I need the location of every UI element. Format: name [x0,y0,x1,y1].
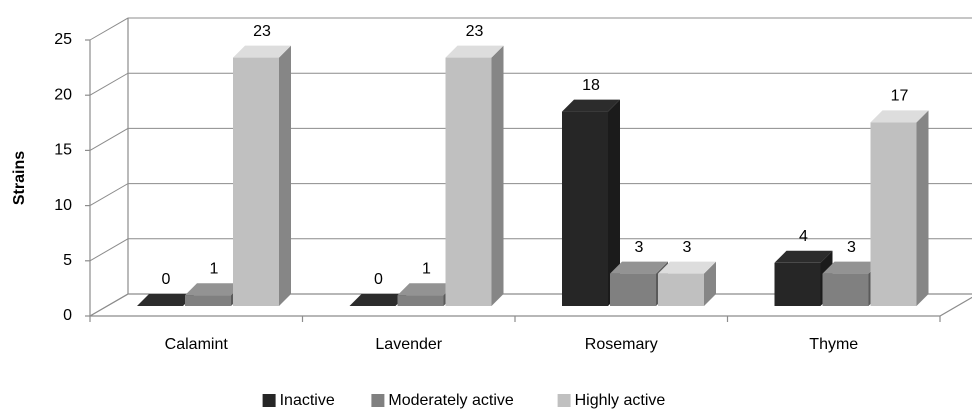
bar-front [822,273,869,306]
data-label: 1 [422,260,431,277]
data-label: 23 [253,23,271,40]
bar-side [491,45,504,306]
bar-side [916,110,929,307]
bar-top [185,283,243,296]
data-label: 3 [635,239,644,256]
y-tick-label: 20 [54,86,72,103]
bar-front [658,273,704,306]
bar-top [610,261,668,274]
bar [562,99,620,306]
bar-top [349,294,408,306]
grid-line [89,72,972,96]
bar-front [445,57,492,306]
bar-side [608,99,620,306]
y-tick-label: 10 [54,197,72,214]
data-label: 1 [210,260,219,277]
x-tick-label: Calamint [165,336,229,353]
bar [137,294,195,306]
x-tick-label: Rosemary [585,336,658,353]
bar-front [774,262,821,306]
data-label: 18 [582,77,600,94]
bar-front [870,122,917,307]
data-label: 0 [162,271,171,288]
data-label: 0 [374,271,383,288]
y-tick-label: 5 [63,252,72,269]
legend-label: Inactive [280,392,335,409]
bar-top [870,110,929,123]
bar-top [822,261,881,274]
bar-side [279,45,291,306]
grid-line [89,183,972,207]
bar-side [704,261,716,306]
x-tick-label: Thyme [809,336,858,353]
data-label: 3 [683,239,692,256]
data-label: 17 [891,88,909,105]
x-tick-label: Lavender [375,336,442,353]
y-tick-label: 25 [54,31,72,48]
bar-top [658,261,716,274]
data-label: 4 [799,228,808,245]
bar-top [774,250,833,263]
data-label: 23 [466,23,484,40]
bar-front [610,273,656,306]
legend-label: Moderately active [388,392,513,409]
data-label: 3 [847,239,856,256]
legend-swatch [371,394,385,407]
bar-front [397,295,444,306]
legend-swatch [262,394,276,407]
bar [445,45,504,306]
y-tick-label: 15 [54,142,72,159]
bar-top [137,294,195,306]
legend-swatch [557,394,571,407]
grid-line [89,17,972,41]
grid-line [89,127,972,151]
legend-label: Highly active [575,392,666,409]
bar-top [445,45,504,58]
grid-line [89,238,972,262]
bar [870,110,929,307]
bar-top [562,99,620,112]
bar-front [562,111,608,306]
bar [349,294,408,306]
bar-front [185,295,231,306]
bar-top [397,283,456,296]
bar [658,261,716,306]
y-tick-label: 0 [63,307,72,324]
bar-front [233,57,279,306]
y-axis-label: Strains [11,151,28,205]
bar [233,45,291,306]
bar-top [233,45,291,58]
